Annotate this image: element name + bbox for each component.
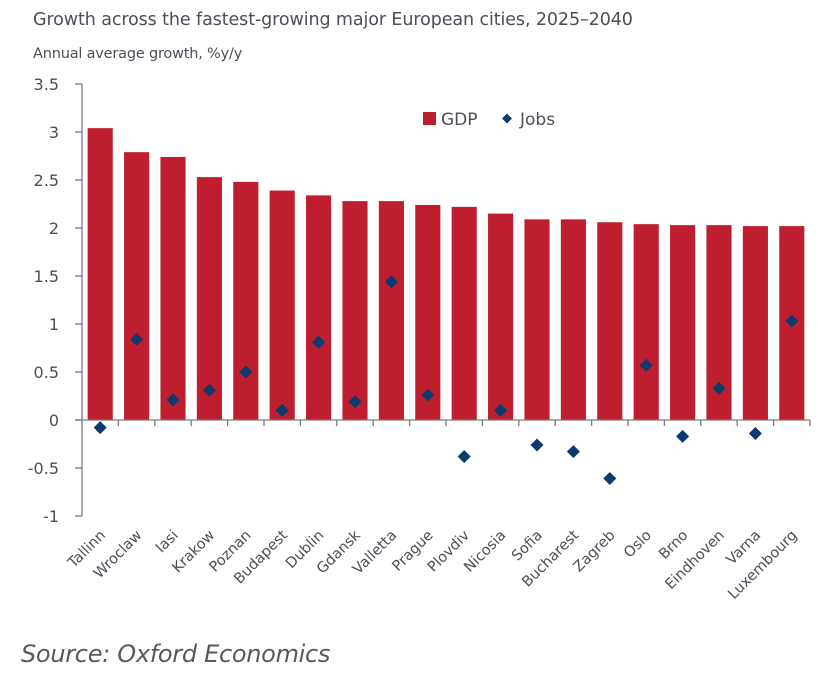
source-note: Source: Oxford Economics xyxy=(21,640,331,668)
jobs-marker-iasi xyxy=(166,393,180,407)
jobs-marker-varna xyxy=(748,426,762,440)
y-tick-label: -1 xyxy=(43,507,59,526)
legend: GDP Jobs xyxy=(423,110,555,130)
jobs-marker-krakow xyxy=(202,383,216,397)
jobs-marker-budapest xyxy=(275,403,289,417)
jobs-marker-valletta xyxy=(384,275,398,289)
gdp-bar-nicosia xyxy=(488,213,514,420)
jobs-markers xyxy=(93,275,799,486)
gdp-bar-iasi xyxy=(160,156,186,420)
legend-jobs-diamond-icon xyxy=(502,113,512,124)
y-tick-label: -0.5 xyxy=(28,459,59,478)
y-tick-label: 0.5 xyxy=(34,363,59,382)
gdp-bar-valletta xyxy=(378,201,404,420)
jobs-marker-oslo xyxy=(639,358,653,372)
jobs-marker-dublin xyxy=(312,335,326,349)
gdp-bar-poznan xyxy=(233,181,259,420)
axes xyxy=(75,84,810,516)
jobs-marker-gdansk xyxy=(348,395,362,409)
gdp-bar-oslo xyxy=(633,224,659,420)
y-tick-label: 3.5 xyxy=(34,75,59,94)
jobs-marker-bucharest xyxy=(566,445,580,459)
gdp-bar-sofia xyxy=(524,219,550,420)
jobs-marker-eindhoven xyxy=(712,381,726,395)
legend-gdp-label: GDP xyxy=(441,110,478,130)
gdp-bar-tallinn xyxy=(87,128,113,420)
y-tick-label: 3 xyxy=(49,123,59,142)
legend-gdp-swatch xyxy=(423,112,436,125)
gdp-bar-prague xyxy=(415,204,441,420)
jobs-marker-luxembourg xyxy=(785,314,799,328)
jobs-marker-brno xyxy=(676,429,690,443)
gdp-bar-varna xyxy=(742,226,768,420)
jobs-marker-nicosia xyxy=(494,403,508,417)
gdp-bar-gdansk xyxy=(342,201,368,420)
legend-jobs-label: Jobs xyxy=(519,110,555,130)
gdp-bars xyxy=(87,128,805,420)
gdp-bar-brno xyxy=(670,225,696,420)
gdp-bar-bucharest xyxy=(560,219,586,420)
jobs-marker-zagreb xyxy=(603,472,617,486)
jobs-marker-poznan xyxy=(239,365,253,379)
gdp-bar-zagreb xyxy=(597,222,623,420)
gdp-bar-plovdiv xyxy=(451,206,477,420)
jobs-marker-sofia xyxy=(530,438,544,452)
x-tick-label: Oslo xyxy=(621,527,655,561)
chart-title: Growth across the fastest-growing major … xyxy=(33,10,633,30)
gdp-bar-wroclaw xyxy=(124,152,150,420)
gdp-bar-krakow xyxy=(196,177,222,420)
y-tick-label: 2.5 xyxy=(34,171,59,190)
jobs-marker-wroclaw xyxy=(130,332,144,346)
gdp-bar-dublin xyxy=(306,195,332,420)
y-tick-label: 2 xyxy=(49,219,59,238)
chart-subtitle: Annual average growth, %y/y xyxy=(33,46,243,62)
y-tick-label: 1 xyxy=(49,315,59,334)
y-axis-ticks: 3.5 3 2.5 2 1.5 1 0.5 0 -0.5 -1 xyxy=(28,75,82,526)
jobs-marker-tallinn xyxy=(93,421,107,435)
jobs-marker-plovdiv xyxy=(457,449,471,463)
jobs-marker-prague xyxy=(421,388,435,402)
x-axis-ticks xyxy=(117,420,811,426)
gdp-bar-budapest xyxy=(269,190,295,420)
x-tick-label: Iasi xyxy=(153,528,182,557)
y-tick-label: 0 xyxy=(49,411,59,430)
y-tick-label: 1.5 xyxy=(34,267,59,286)
